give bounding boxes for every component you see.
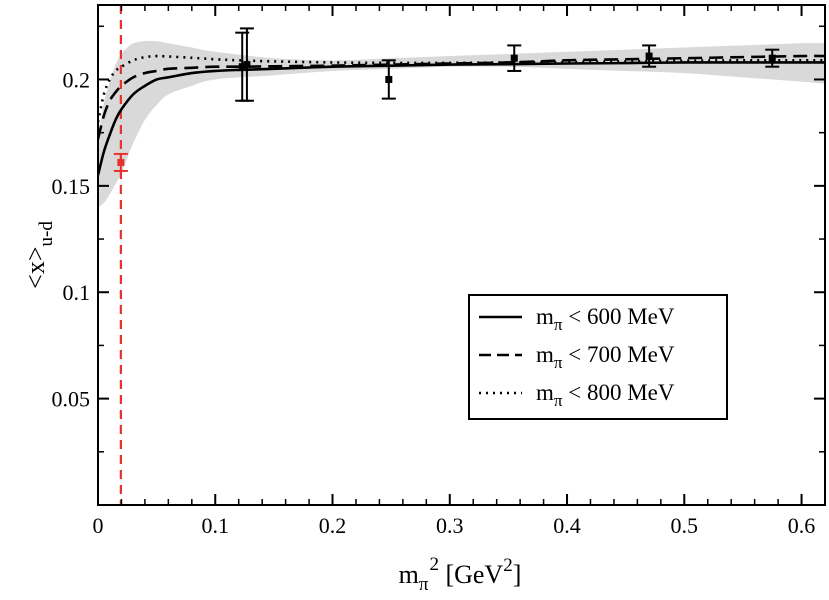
y-tick-label: 0.2 xyxy=(63,67,91,92)
x-axis-label-base: m xyxy=(399,560,419,589)
y-tick-label: 0.15 xyxy=(52,174,91,199)
lattice-point-5 xyxy=(645,52,653,60)
x-tick-label: 0 xyxy=(93,513,104,538)
physical-point xyxy=(117,158,125,166)
x-axis-label-sup: 2 xyxy=(429,554,439,575)
legend-box xyxy=(468,294,728,420)
legend: mπ < 600 MeV mπ < 700 MeV mπ < 800 MeV xyxy=(468,294,728,420)
x-tick-label: 0.5 xyxy=(671,513,699,538)
lattice-point-6 xyxy=(768,54,776,62)
x-tick-label: 0.2 xyxy=(319,513,347,538)
legend-label-600: mπ < 600 MeV xyxy=(536,304,675,334)
y-tick-label: 0.1 xyxy=(63,280,91,305)
x-tick-label: 0.4 xyxy=(553,513,581,538)
x-axis-label-unit-close: ] xyxy=(513,560,522,589)
x-tick-label: 0.3 xyxy=(436,513,464,538)
lattice-point-2 xyxy=(243,61,251,69)
plot-frame xyxy=(97,4,826,506)
y-axis-label-sub: u-d xyxy=(36,221,57,247)
x-axis-label: mπ2 [GeV2] xyxy=(399,554,522,595)
y-axis-label: <x>u-d xyxy=(21,221,57,289)
fit-curve-700-mev xyxy=(98,54,825,140)
lattice-point-4 xyxy=(510,54,518,62)
y-axis-label-main: <x> xyxy=(21,247,50,289)
fit-curve-600-mev xyxy=(98,61,825,176)
x-axis-label-sub: π xyxy=(419,574,429,595)
lattice-point-3 xyxy=(385,75,393,83)
x-tick-label: 0.6 xyxy=(788,513,816,538)
x-tick-label: 0.1 xyxy=(202,513,230,538)
legend-label-700: mπ < 700 MeV xyxy=(536,342,675,372)
x-axis-label-unit-open: [GeV xyxy=(439,560,503,589)
lattice-point-1 xyxy=(238,63,246,71)
y-tick-label: 0.05 xyxy=(52,387,91,412)
x-axis-label-unit-sup: 2 xyxy=(503,555,513,576)
legend-label-800: mπ < 800 MeV xyxy=(536,380,675,410)
